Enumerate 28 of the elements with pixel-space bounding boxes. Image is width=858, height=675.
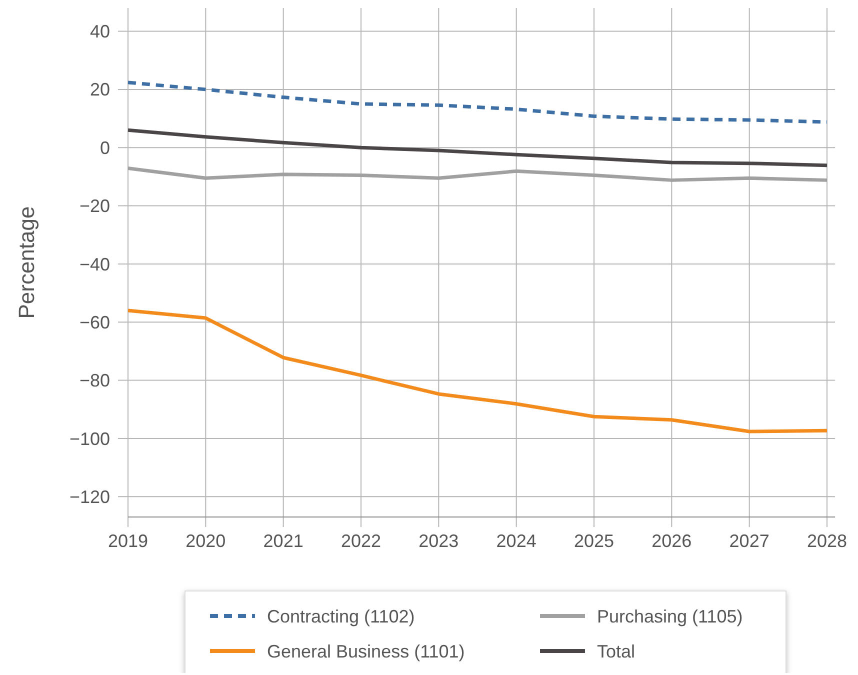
y-tick-label: −80: [79, 370, 110, 391]
x-tick-label: 2026: [652, 531, 692, 551]
y-tick-label: 40: [90, 22, 110, 42]
line-series: [126, 128, 829, 168]
x-tick-label: 2024: [496, 531, 536, 551]
x-tick-label: 2019: [108, 531, 148, 551]
legend-label: Contracting (1102): [267, 606, 415, 626]
y-tick-label: −20: [79, 196, 110, 216]
x-tick-label: 2023: [418, 531, 459, 551]
legend-label: General Business (1101): [267, 641, 465, 662]
x-tick-label: 2028: [806, 531, 848, 551]
y-axis-title: Percentage: [14, 206, 39, 319]
x-tick-label: 2027: [729, 531, 770, 551]
x-tick-label: 2020: [186, 531, 226, 551]
y-tick-label: 20: [90, 80, 110, 100]
y-tick-label: −120: [69, 486, 110, 507]
y-tick-label: −100: [69, 428, 110, 449]
line-series: [126, 166, 829, 182]
x-tick-label: 2021: [263, 531, 304, 551]
line-series: [126, 308, 829, 434]
x-tick-label: 2022: [340, 531, 382, 551]
x-tick-label: 2025: [574, 531, 614, 551]
y-tick-label: 0: [100, 138, 110, 158]
y-tick-label: −60: [79, 312, 110, 332]
line-series: [126, 80, 829, 124]
legend-label: Total: [597, 641, 636, 662]
legend-label: Purchasing (1105): [597, 606, 743, 626]
y-tick-label: −40: [79, 254, 110, 274]
